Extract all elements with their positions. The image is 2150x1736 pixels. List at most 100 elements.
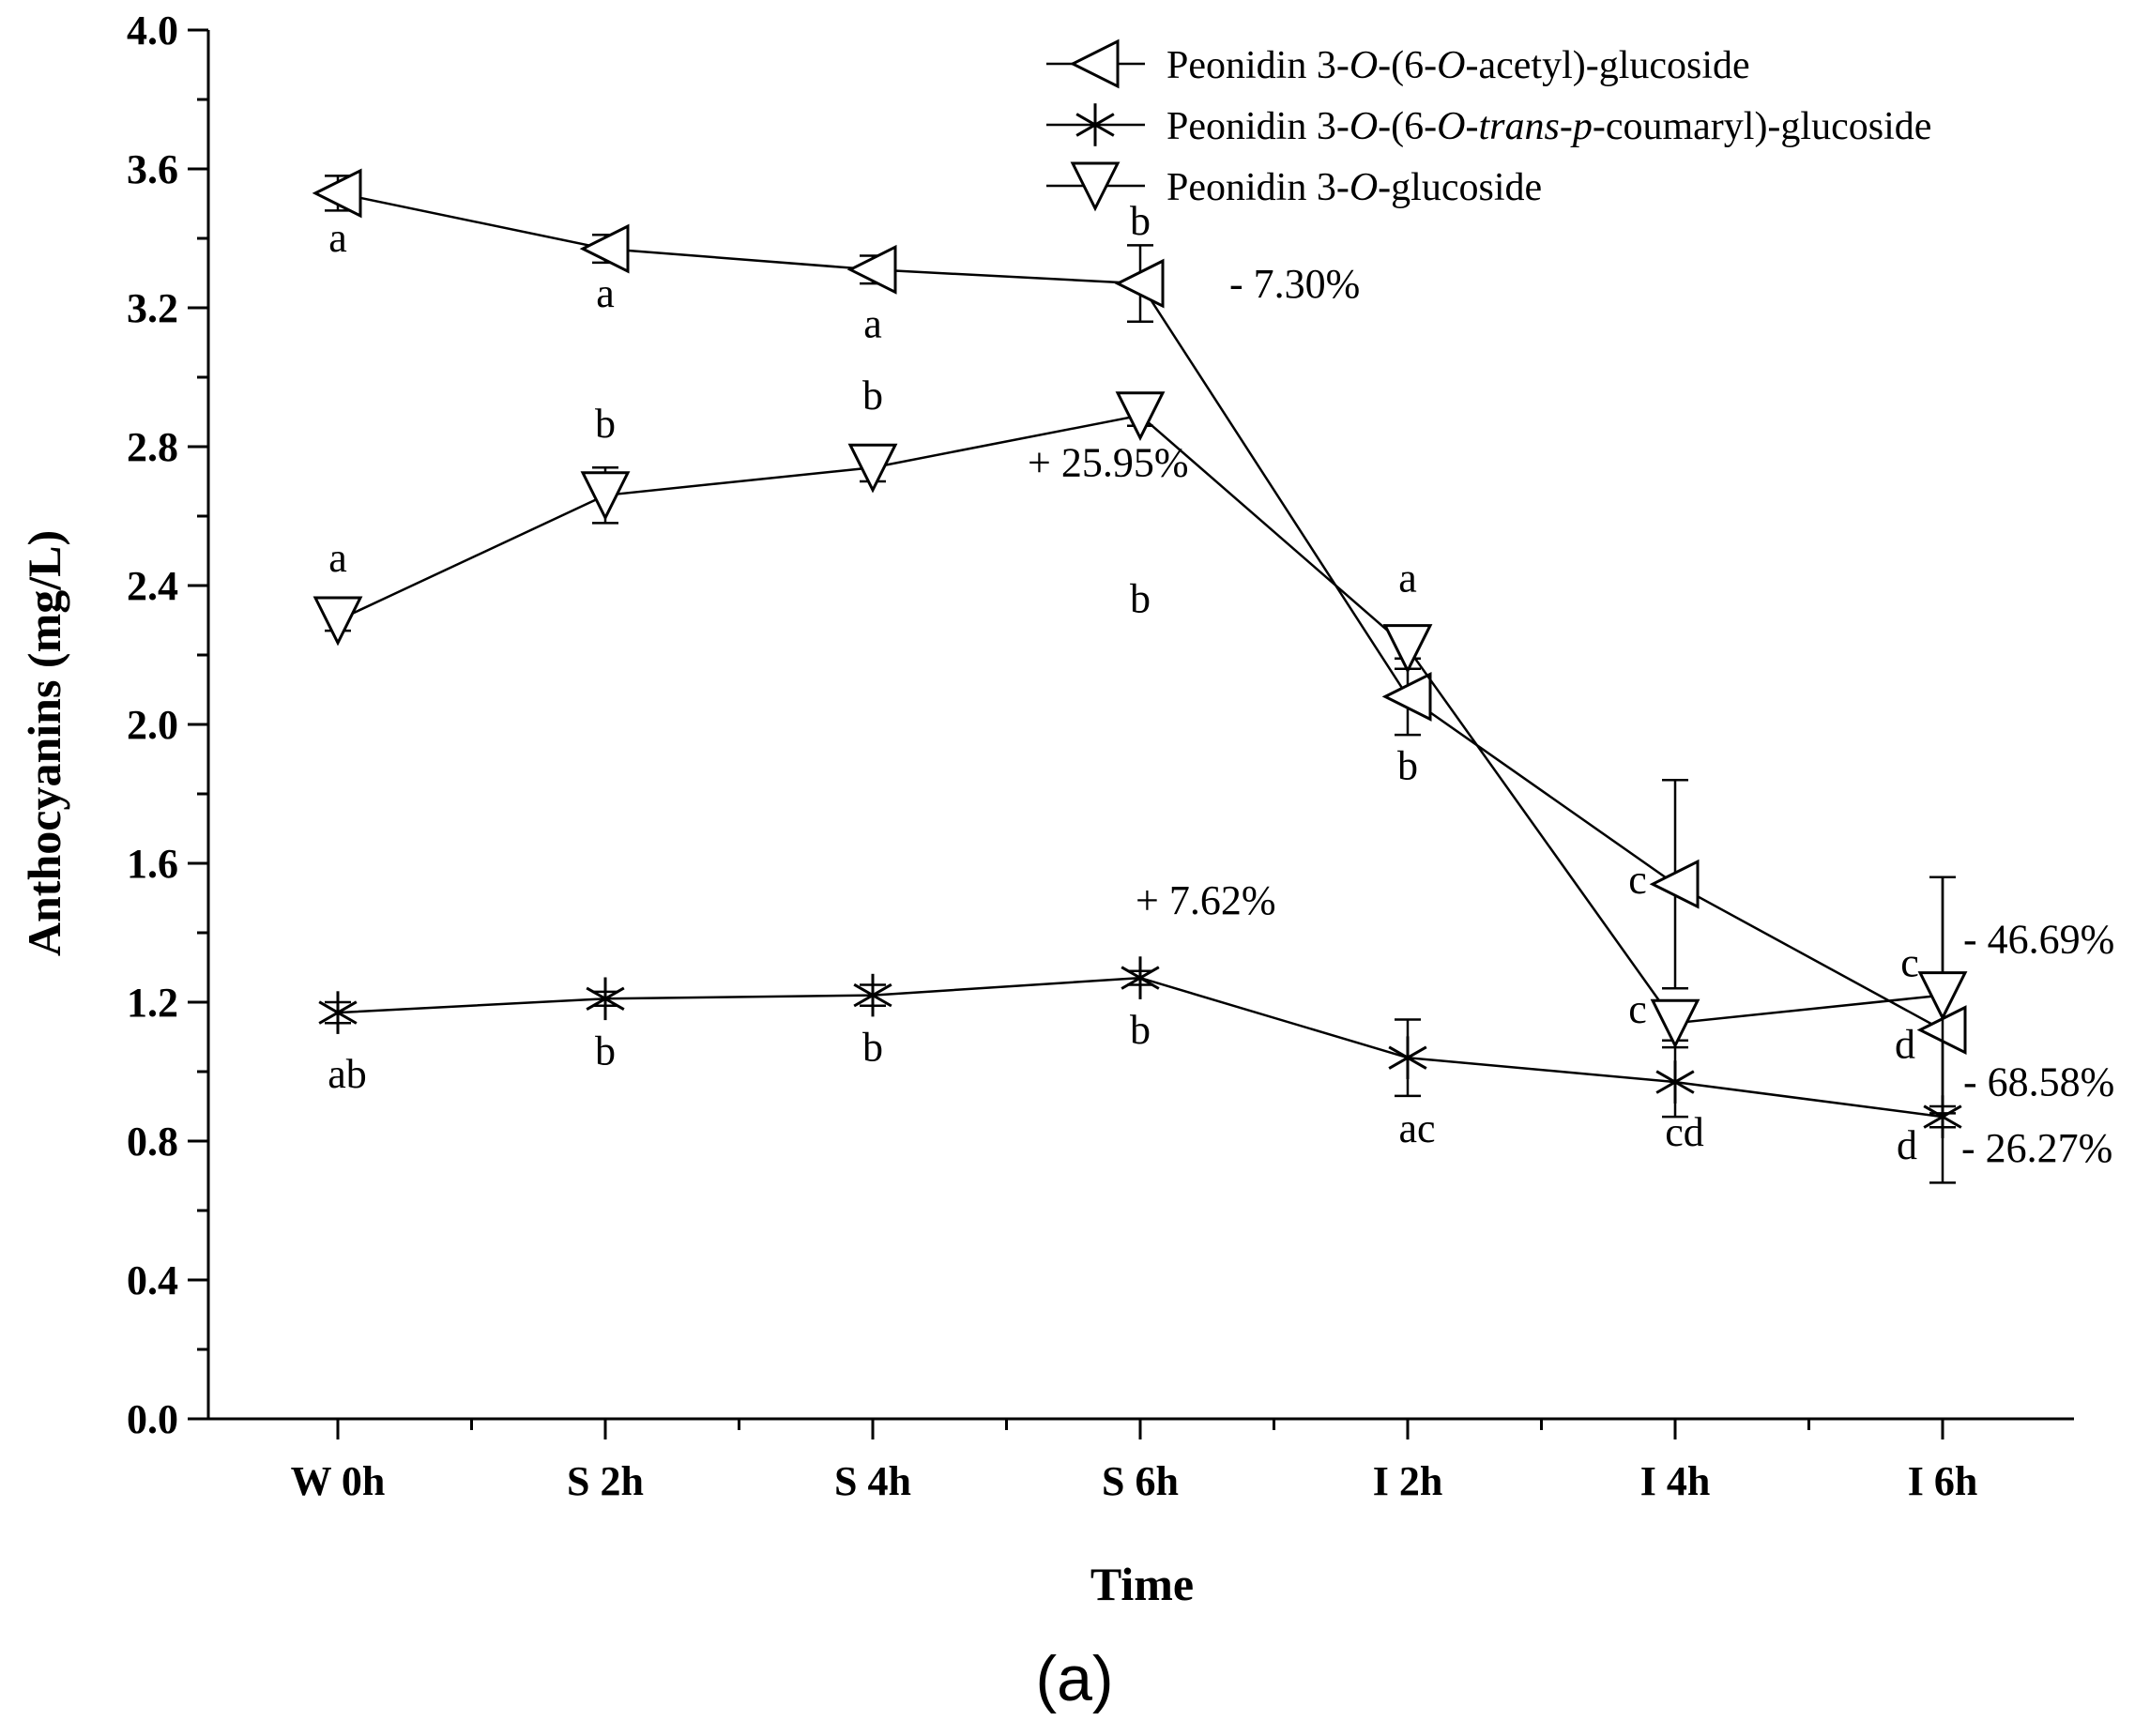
y-tick-label: 2.8 xyxy=(127,424,178,470)
series-layer xyxy=(312,168,1968,1184)
asterisk-stroke xyxy=(1388,1045,1427,1070)
significance-letter: b xyxy=(595,401,616,447)
asterisk-stroke xyxy=(1655,1070,1695,1094)
data-point xyxy=(313,596,363,647)
data-point xyxy=(318,991,358,1034)
x-tick-label: S 4h xyxy=(834,1458,911,1504)
x-tick-label: I 6h xyxy=(1908,1458,1978,1504)
significance-letter: a xyxy=(863,300,882,346)
data-point xyxy=(579,223,630,274)
legend-marker xyxy=(1069,38,1120,89)
legend-label-part: O xyxy=(1349,44,1378,87)
data-point xyxy=(1655,1060,1695,1104)
data-point xyxy=(312,168,362,219)
x-tick-label: S 6h xyxy=(1102,1458,1179,1504)
asterisk-stroke xyxy=(1923,1104,1962,1129)
legend-label-part: trans xyxy=(1478,105,1559,148)
significance-letter: a xyxy=(328,535,347,581)
data-point xyxy=(1382,624,1433,674)
y-tick-label: 2.4 xyxy=(127,563,178,609)
y-axis-title: Anthocyanins (mg/L) xyxy=(18,530,70,956)
significance-letter: a xyxy=(1398,556,1417,602)
legend-label-part: O xyxy=(1349,166,1378,209)
panel-label: (a) xyxy=(1035,1643,1113,1714)
data-point xyxy=(586,977,625,1021)
significance-letter: b xyxy=(862,1025,883,1071)
significance-letter: cd xyxy=(1665,1109,1704,1155)
legend-label: Peonidin 3-O-glucoside xyxy=(1166,166,1542,209)
significance-letter: b xyxy=(862,373,883,419)
y-tick-label: 3.6 xyxy=(127,146,178,192)
x-tick-label: I 2h xyxy=(1373,1458,1443,1504)
legend-label: Peonidin 3-O-(6-O-trans-p-coumaryl)-gluc… xyxy=(1166,105,1931,148)
legend-label-part: -acetyl)-glucoside xyxy=(1465,44,1749,87)
legend-label-part: Peonidin 3- xyxy=(1166,105,1349,148)
significance-letter: d xyxy=(1897,1122,1917,1168)
significance-letter: ac xyxy=(1398,1105,1435,1151)
legend-item: Peonidin 3-O-(6-O-trans-p-coumaryl)-gluc… xyxy=(1046,103,1931,148)
legend-label-part: -(6- xyxy=(1378,105,1437,148)
asterisk-stroke xyxy=(1121,966,1160,990)
y-tick-label: 1.6 xyxy=(127,841,178,887)
data-point xyxy=(1115,391,1166,442)
x-axis-title: Time xyxy=(1090,1558,1194,1610)
significance-letter: b xyxy=(1130,198,1151,244)
x-tick-label: W 0h xyxy=(291,1458,386,1504)
y-tick-label: 0.8 xyxy=(127,1119,178,1165)
legend-label-part: -glucoside xyxy=(1378,166,1542,209)
series-2 xyxy=(318,956,1962,1138)
significance-letter: ab xyxy=(328,1051,367,1097)
legend-label-part: Peonidin 3- xyxy=(1166,44,1349,87)
data-point xyxy=(1121,956,1160,999)
x-tick-label: S 2h xyxy=(567,1458,644,1504)
data-point xyxy=(1114,258,1165,309)
series-line xyxy=(337,414,1944,1025)
x-tick-label: I 4h xyxy=(1640,1458,1711,1504)
data-point xyxy=(1649,859,1700,909)
significance-letter: a xyxy=(328,215,347,261)
legend-label-part: - xyxy=(1465,105,1478,148)
legend-marker xyxy=(1075,103,1115,146)
percent-change-label: + 25.95% xyxy=(1028,440,1188,486)
percent-change-label: - 26.27% xyxy=(1961,1125,2112,1171)
data-point xyxy=(1381,671,1432,722)
legend-label-part: O xyxy=(1437,44,1465,87)
legend-label-part: Peonidin 3- xyxy=(1166,166,1349,209)
data-point xyxy=(846,244,897,295)
legend-label-part: p xyxy=(1570,105,1593,148)
series-3 xyxy=(313,391,1968,1115)
percent-change-label: - 46.69% xyxy=(1963,917,2114,963)
data-point xyxy=(1388,1036,1427,1079)
significance-letter: c xyxy=(1900,940,1919,986)
legend-label-part: -coumaryl)-glucoside xyxy=(1593,105,1932,148)
y-tick-label: 2.0 xyxy=(127,702,178,748)
asterisk-stroke xyxy=(586,986,625,1012)
y-tick-label: 4.0 xyxy=(127,8,178,53)
legend-label-part: O xyxy=(1437,105,1465,148)
significance-letter: b xyxy=(1130,1007,1151,1053)
significance-letter: b xyxy=(1397,742,1418,788)
y-tick-label: 0.4 xyxy=(127,1257,178,1303)
asterisk-stroke xyxy=(853,982,892,1008)
asterisk-stroke xyxy=(318,1000,358,1025)
significance-letter: b xyxy=(595,1028,616,1074)
legend-label: Peonidin 3-O-(6-O-acetyl)-glucoside xyxy=(1166,44,1750,87)
legend-label-part: -(6- xyxy=(1378,44,1437,87)
asterisk-stroke xyxy=(1075,113,1115,137)
percent-change-label: + 7.62% xyxy=(1136,877,1275,923)
data-point xyxy=(580,471,631,522)
legend-item: Peonidin 3-O-glucoside xyxy=(1046,161,1542,212)
significance-letter: b xyxy=(1130,576,1151,622)
y-tick-label: 3.2 xyxy=(127,285,178,331)
significance-letter: c xyxy=(1628,857,1647,903)
legend-label-part: - xyxy=(1560,105,1573,148)
percent-change-label: - 68.58% xyxy=(1963,1059,2114,1105)
y-tick-label: 1.2 xyxy=(127,980,178,1026)
data-point xyxy=(1917,971,1968,1021)
axes: 0.0 0.4 0.8 1.2 1.6 2.0 2.4 2.8 3.2 3.6 4.0 W 0h S 2… xyxy=(127,8,2074,1504)
data-point xyxy=(853,973,892,1017)
significance-letter: a xyxy=(596,270,615,316)
data-point xyxy=(847,443,898,494)
